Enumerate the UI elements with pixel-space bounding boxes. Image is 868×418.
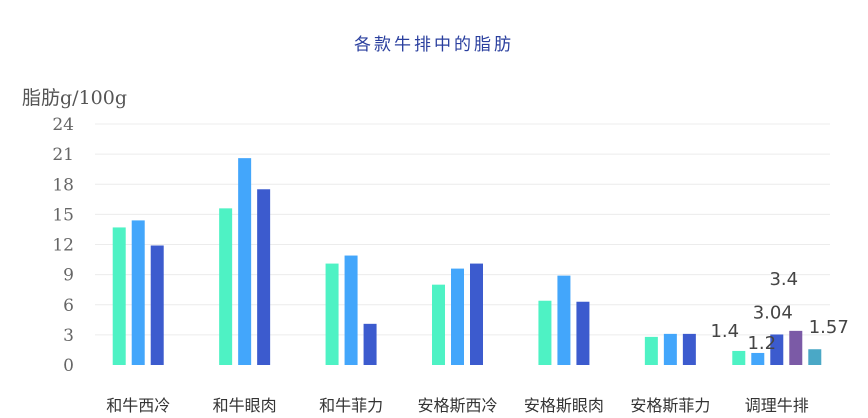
- x-axis-ticks: 和牛西冷 和牛眼肉 和牛菲力 安格斯西冷 安格斯眼肉 安格斯菲力 调理牛排: [106, 396, 809, 415]
- bar: [789, 330, 803, 365]
- data-label: 1.57: [809, 317, 849, 338]
- y-tick-label: 12: [52, 236, 74, 256]
- y-tick-label: 0: [63, 356, 74, 376]
- bar: [257, 189, 271, 365]
- y-tick-label: 6: [63, 296, 74, 316]
- bar: [808, 349, 822, 365]
- data-label: 3.4: [769, 269, 798, 290]
- bar: [112, 227, 126, 365]
- y-tick-label: 21: [52, 145, 74, 165]
- data-labels: 1.4 1.2 3.04 3.4 1.57: [710, 269, 848, 354]
- bar: [538, 300, 552, 365]
- bar: [644, 336, 658, 365]
- x-tick-label: 安格斯眼肉: [524, 396, 604, 415]
- bar: [363, 323, 377, 365]
- x-tick-label: 和牛眼肉: [213, 396, 277, 415]
- bar: [576, 301, 590, 365]
- bar: [131, 220, 145, 365]
- x-tick-label: 和牛西冷: [106, 396, 170, 415]
- data-label: 1.2: [747, 333, 776, 354]
- bar: [432, 284, 445, 365]
- y-tick-label: 9: [63, 266, 74, 286]
- y-axis-label: 脂肪g/100g: [22, 87, 127, 109]
- y-tick-label: 3: [63, 326, 74, 346]
- bars: [112, 158, 822, 365]
- bar: [238, 158, 252, 365]
- bar: [150, 245, 164, 365]
- y-tick-label: 24: [52, 115, 74, 135]
- y-tick-label: 18: [52, 175, 74, 195]
- bar: [732, 350, 746, 365]
- bar: [770, 334, 784, 365]
- bar: [325, 263, 339, 365]
- bar: [344, 255, 358, 365]
- bar: [219, 208, 233, 365]
- x-tick-label: 调理牛排: [745, 396, 809, 415]
- y-axis-ticks: 0 3 6 9 12 15 18 21 24: [52, 115, 74, 376]
- bar: [751, 352, 765, 365]
- bar: [663, 333, 677, 365]
- y-tick-label: 15: [52, 205, 74, 225]
- data-label: 3.04: [753, 302, 793, 323]
- x-tick-label: 安格斯菲力: [630, 396, 710, 415]
- bar: [682, 333, 696, 365]
- bar: [557, 275, 571, 365]
- x-tick-label: 和牛菲力: [319, 396, 383, 415]
- bar: [470, 263, 483, 365]
- chart-title: 各款牛排中的脂肪: [354, 35, 514, 55]
- bar: [451, 268, 464, 365]
- data-label: 1.4: [710, 321, 739, 342]
- x-tick-label: 安格斯西冷: [417, 396, 497, 415]
